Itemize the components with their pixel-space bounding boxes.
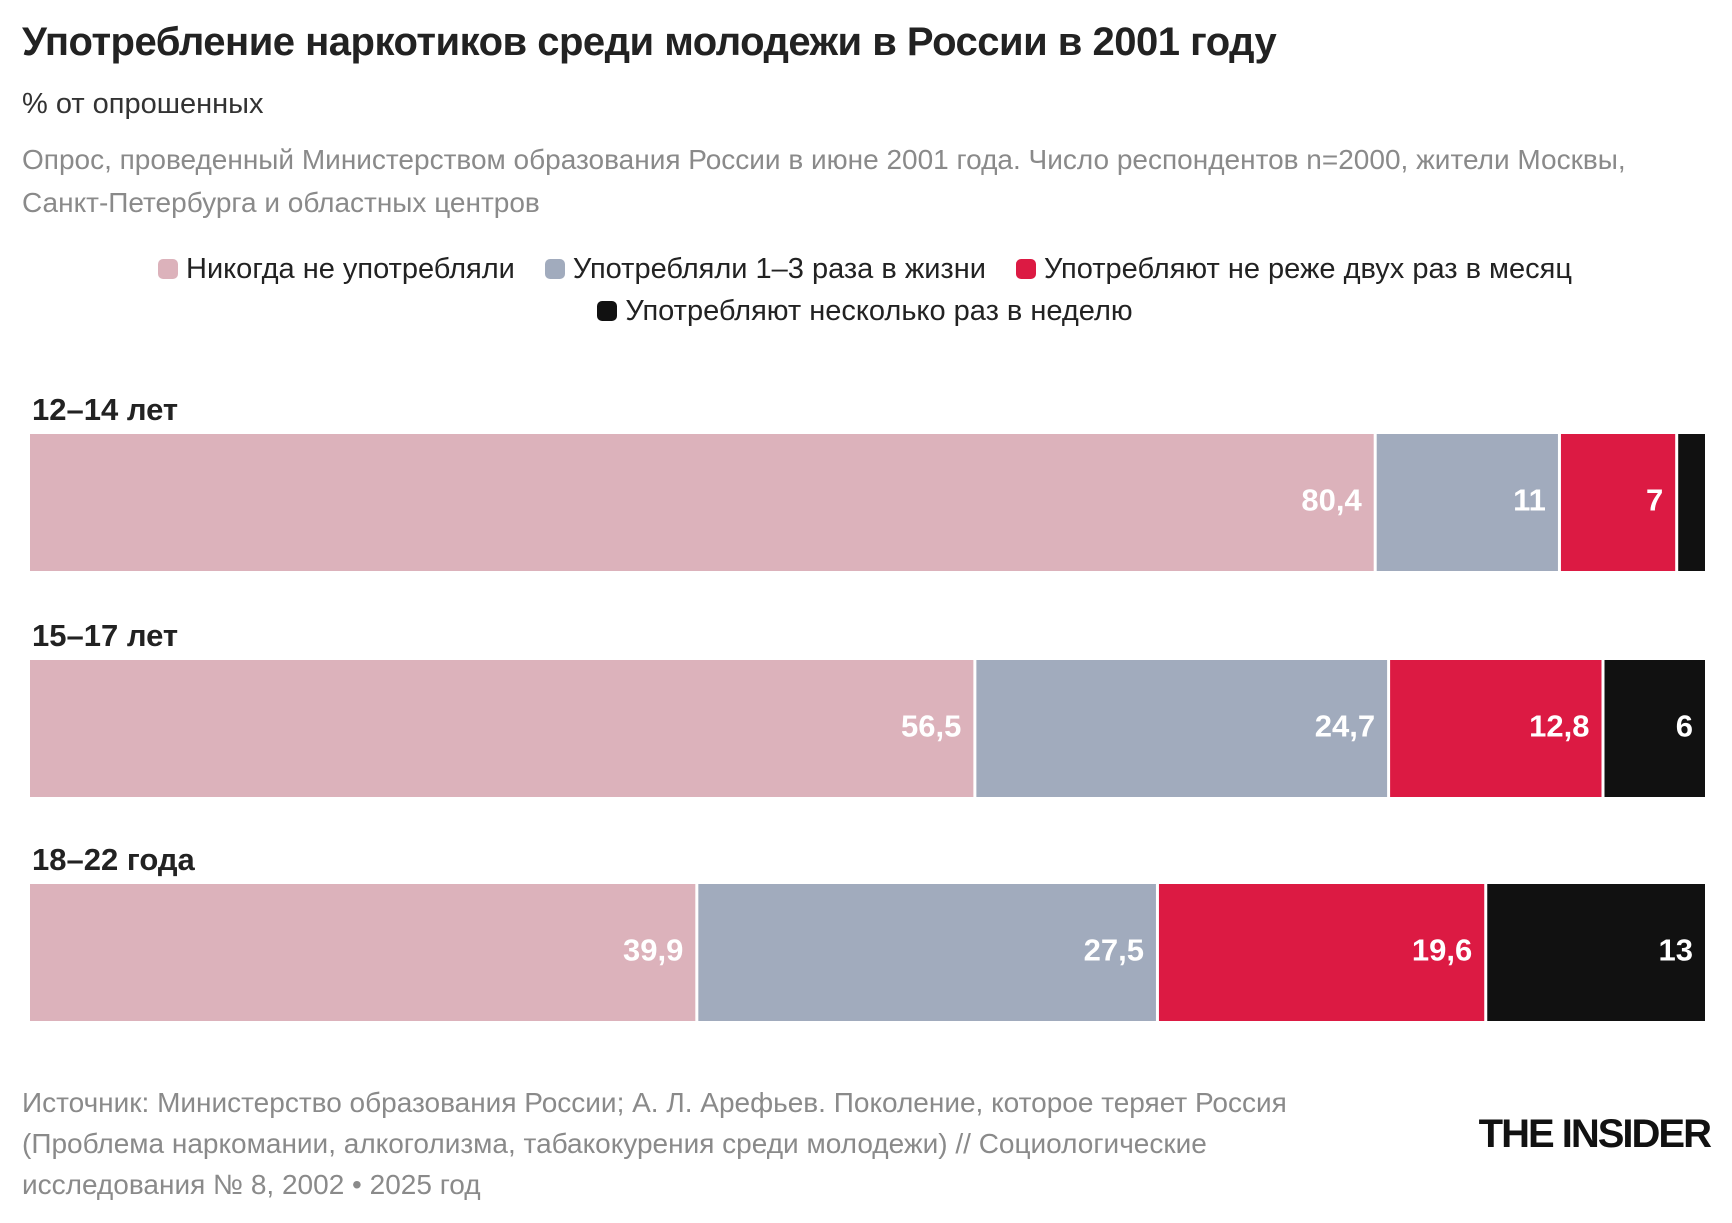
bar-segment xyxy=(1390,660,1602,797)
value-label: 39,9 xyxy=(623,933,683,968)
value-label: 11 xyxy=(1513,483,1546,518)
value-label: 56,5 xyxy=(901,709,961,744)
legend-item: Употребляют не реже двух раз в месяц xyxy=(1015,252,1572,286)
legend-swatch xyxy=(158,259,179,279)
source: Источник: Министерство образования Росси… xyxy=(22,1087,1287,1200)
legend-label: Употребляли 1–3 раза в жизни xyxy=(572,252,986,285)
value-label: 13 xyxy=(1659,933,1693,968)
category-label: 12–14 лет xyxy=(32,392,178,427)
bar-segment xyxy=(1604,660,1705,797)
chart-note: Опрос, проведенный Министерством образов… xyxy=(22,144,1626,218)
legend-item: Употребляли 1–3 раза в жизни xyxy=(544,252,986,286)
bar-segment xyxy=(976,660,1388,797)
category-label: 18–22 года xyxy=(32,842,196,877)
bar-segment xyxy=(1158,884,1485,1021)
bar-segment xyxy=(1376,434,1558,571)
value-label: 80,4 xyxy=(1301,483,1362,518)
bar-segment xyxy=(1678,434,1705,571)
value-label: 27,5 xyxy=(1084,933,1144,968)
legend: Никогда не употребляли Употребляли 1–3 ра… xyxy=(60,252,1670,328)
value-label: 7 xyxy=(1646,483,1663,518)
legend-label: Никогда не употребляли xyxy=(186,252,515,285)
legend-swatch xyxy=(597,301,618,321)
bar-segment xyxy=(1560,434,1676,571)
chart-title: Употребление наркотиков среди молодежи в… xyxy=(22,20,1277,64)
value-label: 12,8 xyxy=(1529,709,1589,744)
bar-segment xyxy=(30,660,974,797)
legend-swatch xyxy=(1015,259,1036,279)
bar-segment xyxy=(1487,884,1705,1021)
logo: THE INSIDER xyxy=(1478,1112,1712,1156)
value-label: 24,7 xyxy=(1315,709,1375,744)
value-label: 6 xyxy=(1676,709,1693,744)
legend-item: Употребляют несколько раз в неделю xyxy=(597,294,1133,328)
legend-swatch xyxy=(544,259,565,279)
legend-item: Никогда не употребляли xyxy=(158,252,515,286)
legend-label: Употребляют несколько раз в неделю xyxy=(625,294,1133,327)
bar-segment xyxy=(30,434,1374,571)
legend-label: Употребляют не реже двух раз в месяц xyxy=(1043,252,1572,285)
category-label: 15–17 лет xyxy=(32,618,178,653)
chart-subtitle: % от опрошенных xyxy=(22,88,264,120)
value-label: 19,6 xyxy=(1412,933,1472,968)
bar-segment xyxy=(30,884,696,1021)
bar-segment xyxy=(698,884,1156,1021)
